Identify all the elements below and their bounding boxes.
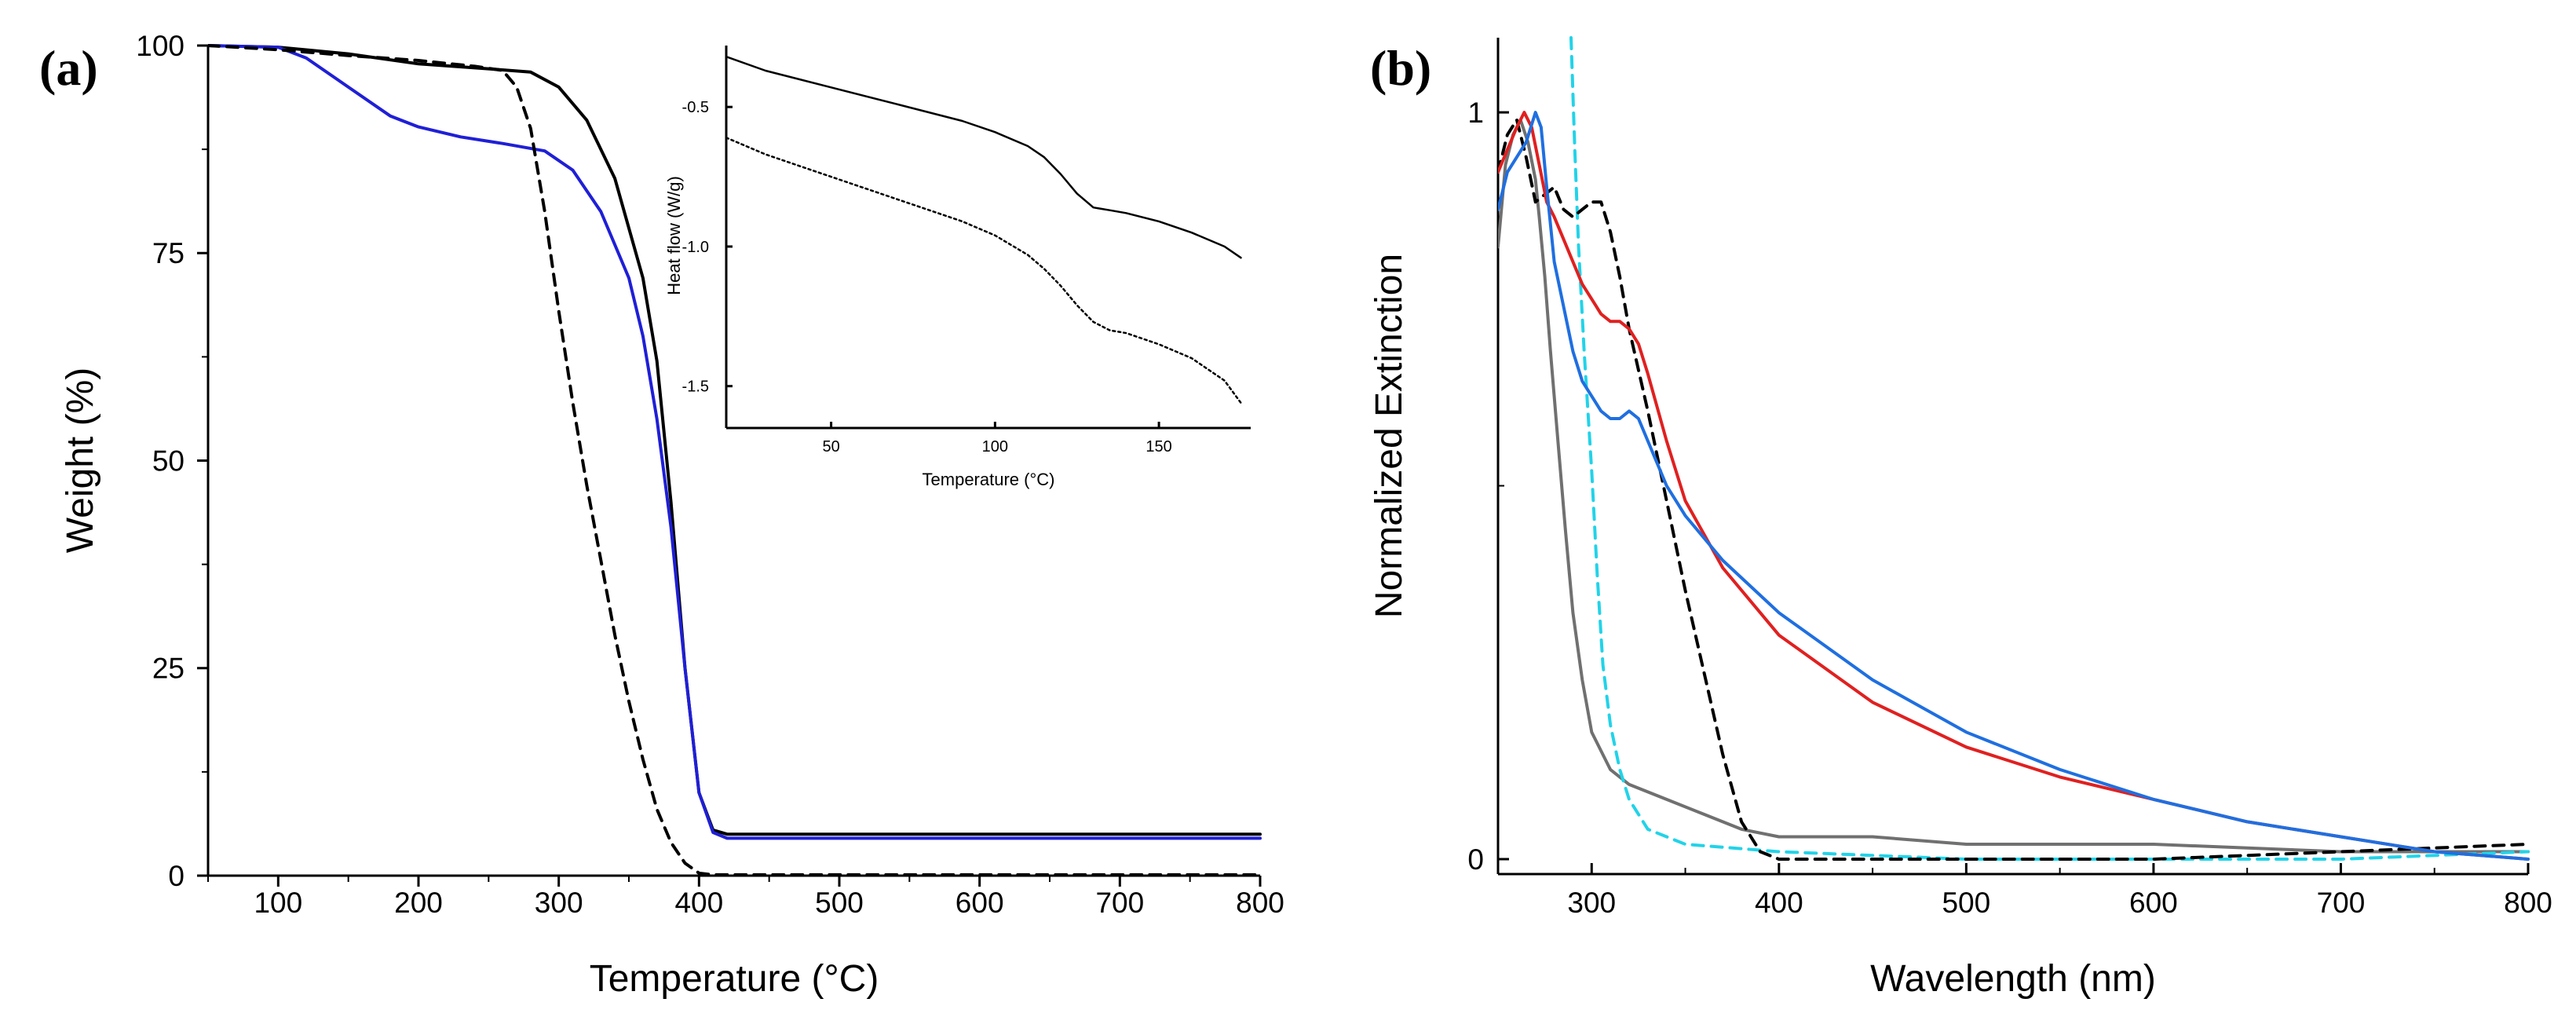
panel-b-label: (b) (1370, 40, 1431, 96)
a-inset-x-tick-label: 150 (1145, 438, 1171, 455)
a-inset-y-tick-label: -1.5 (682, 379, 709, 396)
b-main-series-gray (1498, 118, 2530, 854)
chart-a-tga: 100 200 300 400 500 600 700 800 0 25 50 75 100 Temper… (60, 30, 1284, 1000)
a-inset-series-solid (726, 55, 1242, 259)
b-main-x-tick-label: 500 (1942, 887, 1990, 919)
b-main-x-tick-label: 300 (1567, 887, 1616, 919)
b-main-series-cyan-dashed (1569, 36, 2530, 861)
b-main-y-tick-label: 1 (1467, 97, 1484, 129)
a-main-y-tick-label: 25 (152, 653, 185, 685)
a-main-x-tick-label: 200 (394, 887, 443, 919)
a-main-y-axis-label: Weight (%) (60, 368, 101, 554)
a-main-x-tick-label: 800 (1236, 887, 1284, 919)
b-main-series-blue (1498, 111, 2530, 861)
a-inset-x-tick-label: 100 (982, 438, 1008, 455)
b-main-x-axis-label: Wavelength (nm) (1870, 958, 2156, 1000)
b-main-x-tick-label: 700 (2317, 887, 2366, 919)
a-main-x-tick-label: 400 (674, 887, 723, 919)
a-inset-x-tick-label: 50 (822, 438, 839, 455)
a-main-x-tick-label: 600 (955, 887, 1004, 919)
b-main-x-tick-label: 600 (2129, 887, 2178, 919)
a-inset-x-axis-label: Temperature (°C) (923, 470, 1055, 489)
b-main-x-tick-label: 800 (2504, 887, 2552, 919)
b-main-y-tick-label: 0 (1467, 843, 1484, 876)
a-inset-y-tick-label: -0.5 (682, 99, 709, 116)
a-main-x-tick-label: 700 (1095, 887, 1144, 919)
a-inset-y-axis-label: Heat flow (W/g) (664, 176, 684, 295)
panel-a-label: (a) (39, 40, 98, 96)
chart-a-inset-dsc: 50 100 150 -0.5 -1.0 -1.5 Temperature (°C) Heat… (664, 46, 1251, 489)
a-main-x-tick-label: 300 (535, 887, 583, 919)
a-main-y-tick-label: 0 (168, 860, 185, 892)
a-main-x-tick-label: 500 (815, 887, 864, 919)
a-main-y-tick-label: 100 (136, 30, 185, 62)
a-inset-series-dotted (726, 137, 1242, 404)
a-main-y-tick-label: 50 (152, 444, 185, 477)
a-main-series-solid-black (208, 44, 1262, 836)
a-inset-y-tick-label: -1.0 (682, 239, 709, 256)
b-main-series-black-dashed (1498, 118, 2530, 861)
b-main-y-axis-label: Normalized Extinction (1368, 254, 1410, 618)
a-main-x-tick-label: 100 (254, 887, 302, 919)
chart-b-extinction: 300 400 500 600 700 800 0 1 Wavelength (nm) Norma… (1368, 36, 2552, 1000)
a-main-series-solid-blue (208, 44, 1262, 840)
a-main-y-tick-label: 75 (152, 237, 185, 269)
b-main-x-tick-label: 400 (1755, 887, 1803, 919)
a-main-x-axis-label: Temperature (°C) (590, 958, 879, 1000)
a-main-series-dashed-black (208, 44, 1262, 876)
b-main-series-red (1498, 111, 2530, 861)
